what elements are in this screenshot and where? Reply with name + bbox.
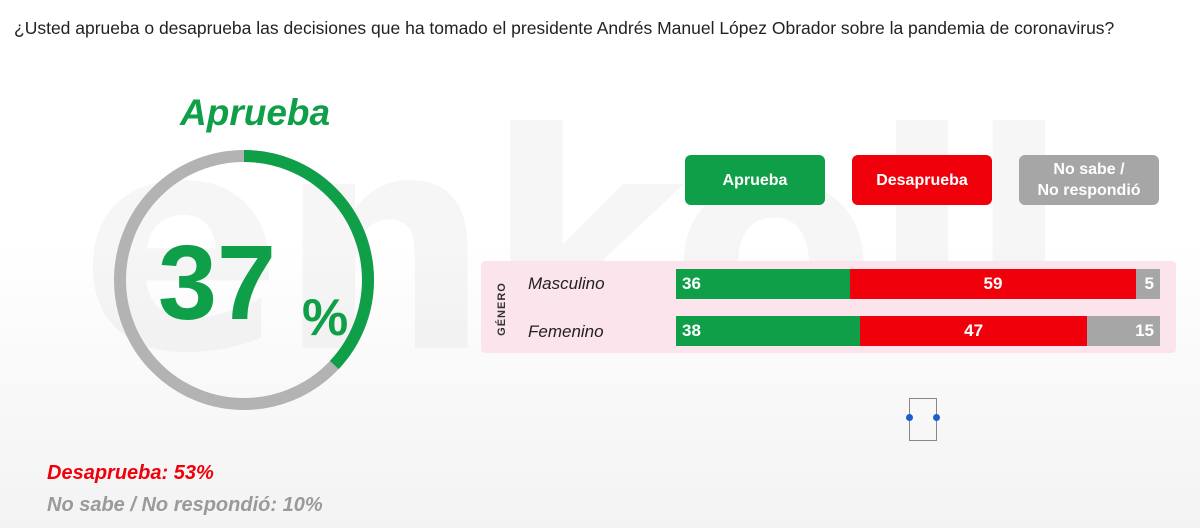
note-no-sabe: No sabe / No respondió: 10%	[47, 494, 323, 516]
bar-segment-no-sabe: 5	[1135, 269, 1160, 299]
note-desaprueba: Desaprueba: 53%	[47, 462, 214, 484]
group-label-text: GÉNERO	[496, 282, 508, 336]
bar-segment-aprueba: 36	[676, 269, 851, 299]
donut-chart	[114, 150, 374, 410]
bar-value-no-sabe: 5	[1144, 274, 1154, 293]
question-title: ¿Usted aprueba o desaprueba las decision…	[14, 18, 1115, 38]
bar-value-desaprueba: 59	[983, 274, 1003, 293]
donut-arc-aprueba	[114, 150, 374, 410]
donut-percent-sign: %	[302, 289, 349, 347]
bar-value-no-sabe: 15	[1135, 321, 1154, 340]
legend-no-sabe-line2: No respondió	[1037, 182, 1141, 199]
bar-segment-no-sabe: 15	[1087, 316, 1160, 346]
legend-no-sabe: No sabe / No respondió	[1019, 155, 1159, 205]
legend-no-sabe-line1: No sabe /	[1053, 161, 1125, 178]
bar-row-masculino: 36 59 5	[676, 269, 1160, 299]
bar-segment-desaprueba: 47	[859, 316, 1088, 346]
bar-value-desaprueba: 47	[964, 321, 984, 340]
bar-value-aprueba: 36	[682, 274, 701, 293]
legend-desaprueba: Desaprueba	[852, 155, 992, 205]
group-label: GÉNERO	[492, 278, 512, 340]
bar-segment-desaprueba: 59	[850, 269, 1136, 299]
row-label-femenino: Femenino	[528, 322, 604, 341]
legend-aprueba-label: Aprueba	[722, 171, 788, 189]
bar-value-aprueba: 38	[682, 321, 701, 340]
resize-handle-left-dot[interactable]	[906, 414, 913, 421]
bar-row-femenino: 38 47 15	[676, 316, 1160, 346]
row-label-masculino: Masculino	[528, 274, 605, 293]
donut-title: Aprueba	[180, 92, 331, 133]
resize-handle-right-dot[interactable]	[933, 414, 940, 421]
resize-handle[interactable]	[906, 398, 940, 441]
bar-segment-aprueba: 38	[676, 316, 860, 346]
legend-aprueba: Aprueba	[685, 155, 825, 205]
legend-desaprueba-label: Desaprueba	[876, 171, 968, 189]
donut-value: 37	[158, 224, 276, 342]
